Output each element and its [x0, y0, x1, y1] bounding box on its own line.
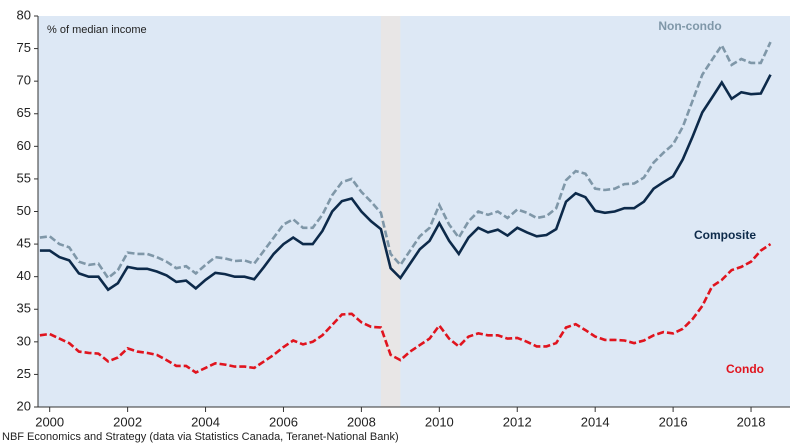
x-tick-label: 2010	[425, 414, 454, 429]
x-tick-label: 2002	[113, 414, 142, 429]
source: NBF Economics and Strategy (data via Sta…	[2, 431, 399, 443]
x-tick-label: 2014	[581, 414, 610, 429]
y-tick-label: 70	[17, 73, 31, 88]
x-tick-label: 2006	[269, 414, 298, 429]
x-tick-label: 2004	[191, 414, 220, 429]
x-tick-label: 2008	[347, 414, 376, 429]
y-tick-label: 45	[17, 236, 31, 251]
annotation: % of median income	[47, 24, 147, 36]
series-line	[39, 74, 772, 292]
y-tick-label: 40	[17, 268, 31, 283]
y-tick-label: 30	[17, 333, 31, 348]
y-tick-label: 55	[17, 170, 31, 185]
x-tick-label: 2012	[503, 414, 532, 429]
y-tick-label: 25	[17, 366, 31, 381]
y-tick-label: 60	[17, 138, 31, 153]
series-label: Condo	[726, 362, 764, 376]
y-tick-label: 80	[17, 7, 31, 22]
plot-background	[38, 16, 790, 407]
y-tick-label: 20	[17, 398, 31, 413]
y-tick-label: 65	[17, 105, 31, 120]
series-line	[39, 41, 772, 280]
y-tick-label: 35	[17, 301, 31, 316]
series-label: Composite	[694, 228, 756, 242]
x-tick-label: 2000	[35, 414, 64, 429]
y-tick-label: 75	[17, 40, 31, 55]
x-tick-label: 2018	[737, 414, 766, 429]
x-tick-label: 2016	[659, 414, 688, 429]
series-line	[39, 243, 772, 374]
shaded-period	[380, 16, 401, 407]
y-tick-label: 50	[17, 203, 31, 218]
series-label: Non-condo	[658, 19, 721, 33]
